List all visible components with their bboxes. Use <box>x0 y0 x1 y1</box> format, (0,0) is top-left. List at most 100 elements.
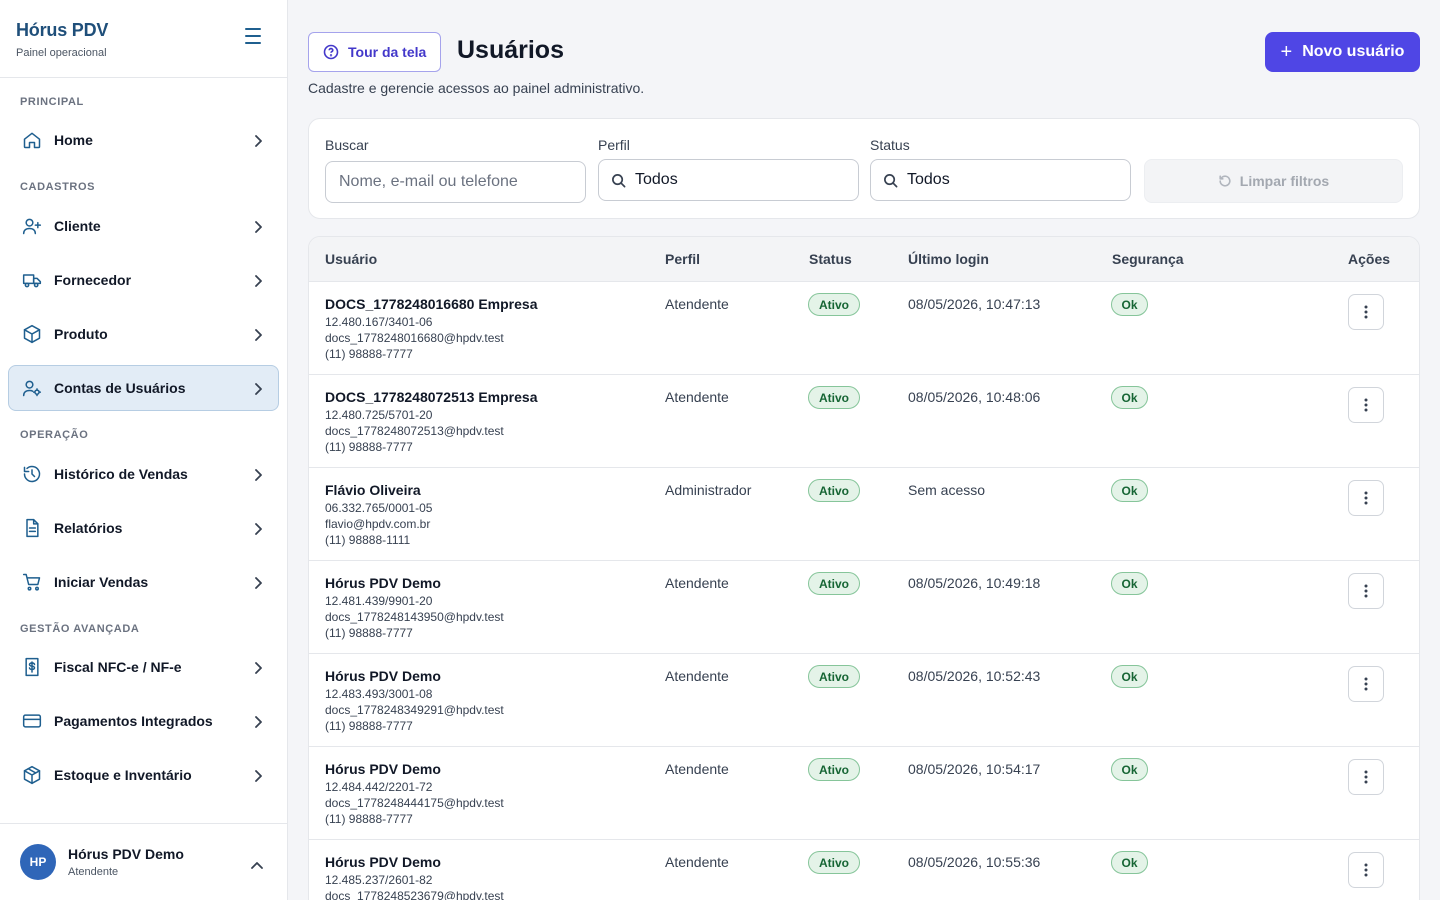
clear-filters-label: Limpar filtros <box>1239 173 1330 189</box>
security-badge: Ok <box>1111 851 1148 874</box>
user-email: docs_1778248072513@hpdv.test <box>325 424 504 438</box>
user-email: docs_1778248523679@hpdv.test <box>325 889 504 900</box>
row-actions-button[interactable] <box>1348 666 1384 702</box>
chevron-right-icon <box>254 328 262 341</box>
clear-filters-button[interactable]: Limpar filtros <box>1144 159 1403 203</box>
user-document: 12.483.493/3001-08 <box>325 687 433 701</box>
user-email: docs_1778248349291@hpdv.test <box>325 703 504 717</box>
sidebar-item-label: Cliente <box>54 218 101 234</box>
user-document: 12.480.167/3401-06 <box>325 315 433 329</box>
chevron-right-icon <box>254 769 262 782</box>
user-name: Hórus PDV Demo <box>325 668 441 684</box>
credit-card-icon <box>21 710 43 732</box>
last-login: 08/05/2026, 10:54:17 <box>908 761 1041 777</box>
user-phone: (11) 98888-1111 <box>325 533 411 547</box>
user-phone: (11) 98888-7777 <box>325 719 413 733</box>
user-plus-icon <box>21 215 43 237</box>
chevron-up-icon[interactable] <box>251 856 263 874</box>
user-email: flavio@hpdv.com.br <box>325 517 431 531</box>
user-phone: (11) 98888-7777 <box>325 812 413 826</box>
column-header-status[interactable]: Status <box>809 251 852 267</box>
row-actions-button[interactable] <box>1348 294 1384 330</box>
sidebar-item-cliente[interactable]: Cliente <box>8 203 279 249</box>
profile-filter-select[interactable]: Todos <box>598 159 859 201</box>
row-actions-button[interactable] <box>1348 759 1384 795</box>
chevron-right-icon <box>254 715 262 728</box>
sidebar-item-historico-de-vendas[interactable]: Histórico de Vendas <box>8 451 279 497</box>
user-profile: Administrador <box>665 482 752 498</box>
section-label-operacao: OPERAÇÃO <box>20 429 89 441</box>
status-filter-select[interactable]: Todos <box>870 159 1131 201</box>
sidebar-item-relatorios[interactable]: Relatórios <box>8 505 279 551</box>
sidebar-item-label: Fornecedor <box>54 272 132 288</box>
current-user-panel[interactable]: HP Hórus PDV Demo Atendente <box>0 823 287 900</box>
sidebar-item-contas-de-usuarios[interactable]: Contas de Usuários <box>8 365 279 411</box>
user-document: 12.485.237/2601-82 <box>325 873 433 887</box>
security-badge: Ok <box>1111 293 1148 316</box>
row-actions-button[interactable] <box>1348 573 1384 609</box>
user-name: Flávio Oliveira <box>325 482 421 498</box>
row-actions-button[interactable] <box>1348 480 1384 516</box>
user-profile: Atendente <box>665 668 729 684</box>
avatar: HP <box>20 844 56 880</box>
chevron-right-icon <box>254 522 262 535</box>
filters-panel: Buscar Nome, e-mail ou telefone Perfil T… <box>308 118 1420 219</box>
sidebar-item-fornecedor[interactable]: Fornecedor <box>8 257 279 303</box>
column-header-ultimo-login[interactable]: Último login <box>908 251 989 267</box>
more-vertical-icon <box>1364 305 1368 319</box>
last-login: Sem acesso <box>908 482 986 498</box>
user-email: docs_1778248016680@hpdv.test <box>325 331 504 345</box>
profile-filter-label: Perfil <box>598 137 630 153</box>
user-name: DOCS_1778248016680 Empresa <box>325 296 538 312</box>
more-vertical-icon <box>1364 398 1368 412</box>
section-label-principal: PRINCIPAL <box>20 96 84 108</box>
tour-button[interactable]: Tour da tela <box>308 32 441 72</box>
status-badge: Ativo <box>808 851 860 874</box>
table-row[interactable]: Hórus PDV Demo 12.484.442/2201-72 docs_177… <box>309 747 1419 840</box>
package-icon <box>21 764 43 786</box>
sidebar-item-fiscal[interactable]: Fiscal NFC-e / NF-e <box>8 644 279 690</box>
table-row[interactable]: Flávio Oliveira 06.332.765/0001-05 flavio@… <box>309 468 1419 561</box>
new-user-button[interactable]: + Novo usuário <box>1265 32 1420 72</box>
more-vertical-icon <box>1364 584 1368 598</box>
cart-icon <box>21 571 43 593</box>
sidebar-item-home[interactable]: Home <box>8 117 279 163</box>
hamburger-menu-icon[interactable] <box>245 28 265 44</box>
row-actions-button[interactable] <box>1348 852 1384 888</box>
chevron-right-icon <box>254 661 262 674</box>
search-icon <box>612 173 626 187</box>
chevron-right-icon <box>254 220 262 233</box>
user-gear-icon <box>21 377 43 399</box>
user-document: 06.332.765/0001-05 <box>325 501 433 515</box>
sidebar-item-label: Fiscal NFC-e / NF-e <box>54 659 182 675</box>
search-icon <box>884 173 898 187</box>
search-input[interactable]: Nome, e-mail ou telefone <box>325 161 586 203</box>
user-phone: (11) 98888-7777 <box>325 440 413 454</box>
user-profile: Atendente <box>665 296 729 312</box>
sidebar-item-pagamentos-integrados[interactable]: Pagamentos Integrados <box>8 698 279 744</box>
user-profile: Atendente <box>665 761 729 777</box>
sidebar-item-iniciar-vendas[interactable]: Iniciar Vendas <box>8 559 279 605</box>
table-row[interactable]: Hórus PDV Demo 12.485.237/2601-82 docs_177… <box>309 840 1419 900</box>
section-label-gestao-avancada: GESTÃO AVANÇADA <box>20 623 140 635</box>
status-filter-value: Todos <box>907 171 950 188</box>
column-header-usuario[interactable]: Usuário <box>325 251 378 267</box>
table-row[interactable]: DOCS_1778248072513 Empresa 12.480.725/570… <box>309 375 1419 468</box>
user-name: Hórus PDV Demo <box>325 854 441 870</box>
user-phone: (11) 98888-7777 <box>325 347 413 361</box>
column-header-seguranca[interactable]: Segurança <box>1112 251 1184 267</box>
table-header: Usuário Perfil Status Último login Segur… <box>309 237 1419 282</box>
table-row[interactable]: Hórus PDV Demo 12.481.439/9901-20 docs_177… <box>309 561 1419 654</box>
table-row[interactable]: Hórus PDV Demo 12.483.493/3001-08 docs_177… <box>309 654 1419 747</box>
column-header-acoes: Ações <box>1348 251 1391 267</box>
table-row[interactable]: DOCS_1778248016680 Empresa 12.480.167/340… <box>309 282 1419 375</box>
profile-filter-value: Todos <box>635 171 678 188</box>
history-icon <box>21 463 43 485</box>
sidebar-item-produto[interactable]: Produto <box>8 311 279 357</box>
sidebar-item-estoque-e-inventario[interactable]: Estoque e Inventário <box>8 752 279 798</box>
user-name: Hórus PDV Demo <box>325 575 441 591</box>
row-actions-button[interactable] <box>1348 387 1384 423</box>
column-header-perfil[interactable]: Perfil <box>665 251 701 267</box>
more-vertical-icon <box>1364 677 1368 691</box>
users-table: Usuário Perfil Status Último login Segur… <box>308 236 1420 900</box>
